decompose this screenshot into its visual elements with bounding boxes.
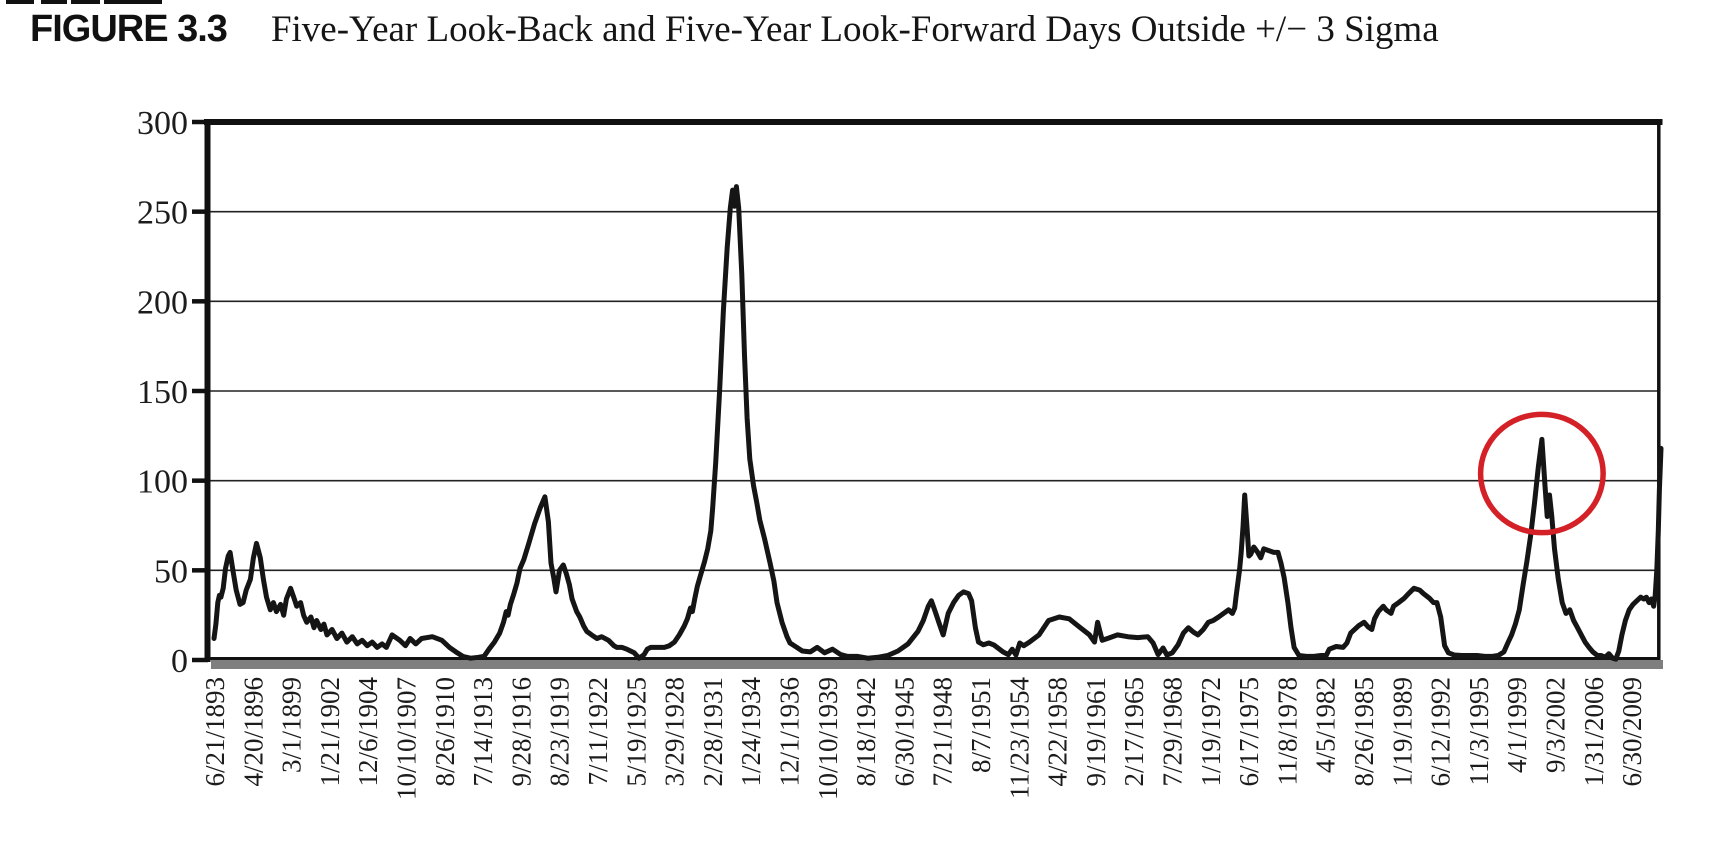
x-axis-shadow-bar — [211, 660, 1663, 669]
figure-title: Five-Year Look-Back and Five-Year Look-F… — [270, 9, 1439, 50]
crop-rule-fragment — [6, 0, 34, 4]
x-axis-tick-label: 11/23/1954 — [1004, 677, 1034, 800]
data-series-line — [211, 184, 1664, 662]
figure-label: FIGURE 3.3 — [30, 8, 228, 50]
x-axis-tick-label: 3/1/1899 — [277, 677, 307, 773]
x-axis-tick-label: 1/31/2006 — [1579, 677, 1609, 787]
y-axis-tick-label: 150 — [137, 374, 188, 411]
highlight-circle-annotation — [1477, 411, 1606, 536]
x-axis-tick-label: 7/21/1948 — [928, 677, 958, 787]
x-axis-tick-label: 9/28/1916 — [506, 677, 536, 787]
x-axis-tick-label: 7/14/1913 — [468, 677, 498, 787]
x-axis-tick-label: 2/28/1931 — [698, 677, 728, 787]
x-axis-tick-label: 6/21/1893 — [200, 677, 230, 787]
x-axis-tick-label: 1/19/1972 — [1196, 677, 1226, 787]
x-axis-tick-label: 8/26/1910 — [430, 677, 460, 787]
x-axis-tick-label: 10/10/1939 — [813, 677, 843, 800]
x-axis-tick-label: 5/19/1925 — [621, 677, 651, 787]
x-axis-tick-label: 12/6/1904 — [353, 677, 383, 787]
x-axis-tick-label: 4/22/1958 — [1043, 677, 1073, 787]
y-axis-tick-label: 250 — [137, 195, 188, 232]
figure-heading: FIGURE 3.3 Five-Year Look-Back and Five-… — [30, 8, 1439, 51]
x-axis-tick-label: 1/24/1934 — [736, 677, 766, 787]
y-axis-tick-label: 100 — [137, 464, 188, 501]
x-axis-tick-label: 1/19/1989 — [1387, 677, 1417, 787]
y-axis-tick-label: 0 — [171, 643, 188, 680]
x-axis-tick-label: 11/3/1995 — [1464, 677, 1494, 786]
x-axis-tick-label: 8/7/1951 — [966, 677, 996, 773]
y-axis-tick-label: 300 — [137, 105, 188, 142]
x-axis-tick-label: 11/8/1978 — [1272, 677, 1302, 786]
y-axis-tick-label: 50 — [154, 553, 188, 590]
x-axis-tick-label: 7/29/1968 — [1158, 677, 1188, 787]
x-axis-tick-label: 4/5/1982 — [1311, 677, 1341, 773]
x-axis-tick-label: 2/17/1965 — [1119, 677, 1149, 787]
x-axis-tick-label: 9/19/1961 — [1081, 677, 1111, 787]
crop-rule-fragment — [71, 0, 100, 4]
crop-rule-fragment — [104, 0, 162, 4]
x-axis-tick-label: 1/21/1902 — [315, 677, 345, 787]
x-axis-tick-label: 6/30/2009 — [1617, 677, 1647, 787]
x-axis-tick-label: 10/10/1907 — [392, 677, 422, 800]
x-axis-tick-label: 6/30/1945 — [889, 677, 919, 787]
x-axis-tick-label: 8/18/1942 — [851, 677, 881, 787]
x-axis-tick-label: 4/1/1999 — [1502, 677, 1532, 773]
x-axis-tick-label: 3/29/1928 — [660, 677, 690, 787]
x-axis-tick-label: 6/17/1975 — [1234, 677, 1264, 787]
x-axis-tick-label: 7/11/1922 — [583, 677, 613, 786]
x-axis-tick-label: 12/1/1936 — [775, 677, 805, 787]
crop-rule-fragment — [41, 0, 67, 4]
x-axis-tick-label: 8/26/1985 — [1349, 677, 1379, 787]
x-axis-tick-label: 8/23/1919 — [545, 677, 575, 787]
x-axis-tick-label: 9/3/2002 — [1541, 677, 1571, 773]
x-axis-tick-label: 6/12/1992 — [1426, 677, 1456, 787]
x-axis-tick-label: 4/20/1896 — [238, 677, 268, 787]
y-axis-tick-label: 200 — [137, 284, 188, 321]
